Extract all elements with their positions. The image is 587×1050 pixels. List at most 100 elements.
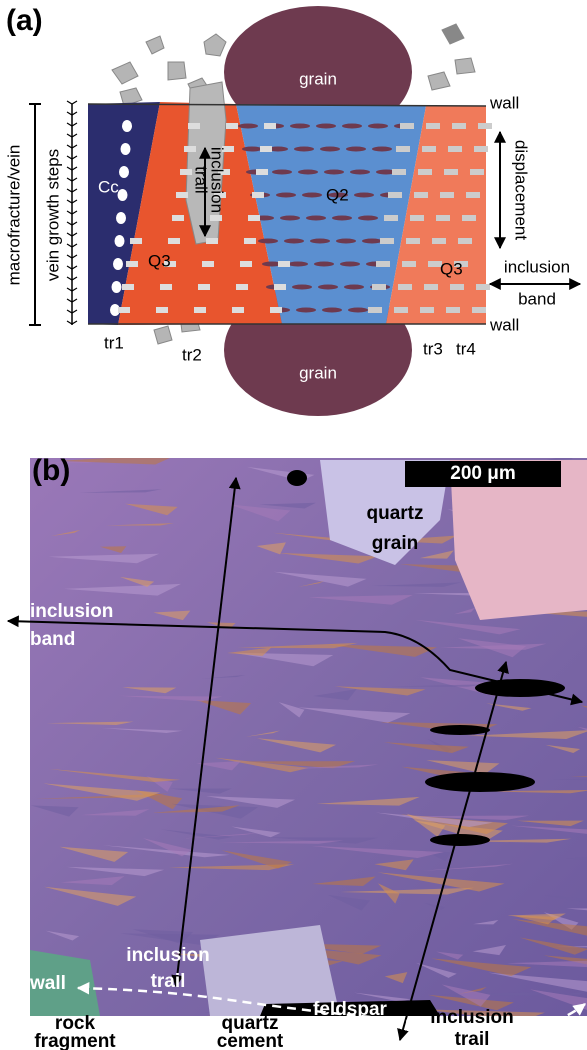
inclusion <box>466 192 480 198</box>
inclusion <box>194 307 206 313</box>
inclusion <box>160 284 172 290</box>
inclusion <box>376 261 390 267</box>
inclusion <box>444 169 458 175</box>
inclusion <box>358 216 378 221</box>
label: grain <box>299 363 337 382</box>
inclusion <box>292 285 312 290</box>
label: grain <box>372 533 418 554</box>
label: band <box>30 629 75 650</box>
inclusion <box>422 146 436 152</box>
inclusion <box>264 123 276 129</box>
inclusion <box>402 261 416 267</box>
label: band <box>518 289 556 308</box>
label: trail <box>455 1029 490 1050</box>
inclusion <box>188 123 200 129</box>
inclusion <box>462 215 476 221</box>
inclusion <box>394 307 408 313</box>
inclusion <box>380 238 394 244</box>
inclusion <box>410 215 424 221</box>
inclusion <box>121 143 131 155</box>
inclusion <box>450 284 464 290</box>
inclusion <box>238 124 258 129</box>
inclusion <box>426 123 440 129</box>
inclusion <box>470 169 484 175</box>
inclusion <box>346 147 366 152</box>
inclusion <box>400 123 414 129</box>
panel-label: (b) <box>32 454 70 487</box>
inclusion <box>210 215 222 221</box>
label: 200 μm <box>450 463 516 484</box>
inclusion <box>242 147 262 152</box>
inclusion <box>232 307 244 313</box>
inclusion <box>156 307 168 313</box>
inclusion <box>420 307 434 313</box>
inclusion <box>310 239 330 244</box>
inclusion <box>252 192 264 198</box>
inclusion <box>284 239 304 244</box>
inclusion <box>418 169 432 175</box>
inclusion <box>116 212 126 224</box>
inclusion <box>256 169 268 175</box>
label: tr2 <box>182 345 202 364</box>
inclusion <box>340 262 360 267</box>
inclusion <box>476 284 490 290</box>
inclusion <box>320 147 340 152</box>
inclusion <box>113 258 123 270</box>
inclusion <box>122 120 132 132</box>
inclusion <box>314 262 334 267</box>
inclusion <box>236 284 248 290</box>
inclusion <box>406 238 420 244</box>
inclusion <box>432 238 446 244</box>
inclusion <box>184 146 196 152</box>
inclusion <box>112 281 122 293</box>
inclusion <box>348 308 368 313</box>
inclusion <box>318 285 338 290</box>
inclusion <box>130 238 142 244</box>
label: trail <box>192 166 211 193</box>
inclusion <box>306 216 326 221</box>
inclusion <box>398 284 412 290</box>
inclusion <box>122 284 134 290</box>
label: Cc <box>98 177 119 196</box>
label: inclusion <box>504 257 570 276</box>
inclusion <box>452 123 466 129</box>
panel-b: (b) 200 μm quartz grain inclusion band w… <box>8 453 587 1050</box>
inclusion <box>324 170 344 175</box>
label: Q2 <box>326 185 349 204</box>
inclusion <box>172 215 184 221</box>
label: tr4 <box>456 339 476 358</box>
inclusion <box>118 307 130 313</box>
inclusion <box>316 124 336 129</box>
label: inclusion <box>30 601 113 622</box>
inclusion <box>448 146 462 152</box>
inclusion <box>240 261 252 267</box>
inclusion <box>332 216 352 221</box>
inclusion <box>446 307 460 313</box>
inclusion <box>424 284 438 290</box>
inclusion <box>372 284 386 290</box>
inclusion <box>342 124 362 129</box>
inclusion <box>436 215 450 221</box>
inclusion <box>226 123 238 129</box>
inclusion <box>206 238 218 244</box>
inclusion <box>278 261 290 267</box>
page: (a) grain grain wall wall Cc Q3 Q2 Q3 in… <box>0 0 587 1050</box>
label: displacement <box>512 140 531 240</box>
inclusion <box>248 215 260 221</box>
label: macrofracture/vein <box>4 145 23 286</box>
inclusion <box>244 238 256 244</box>
inclusion <box>294 147 314 152</box>
step-arrows <box>67 101 77 325</box>
inclusion <box>354 193 374 198</box>
inclusion <box>368 124 388 129</box>
label: Q3 <box>148 251 171 270</box>
inclusion <box>276 193 296 198</box>
inclusion <box>258 239 278 244</box>
inclusion <box>176 192 188 198</box>
inclusion <box>472 307 486 313</box>
label: trail <box>151 971 186 992</box>
inclusion <box>474 146 488 152</box>
inclusion <box>372 147 392 152</box>
inclusion <box>384 215 398 221</box>
label: wall <box>29 973 66 994</box>
